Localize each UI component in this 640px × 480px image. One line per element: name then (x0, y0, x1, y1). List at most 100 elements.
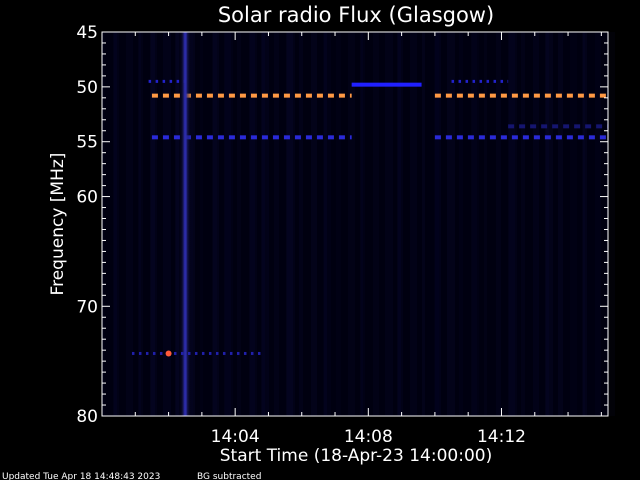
background-texture (102, 32, 615, 416)
band-segment (159, 351, 163, 355)
band-segment (563, 124, 570, 129)
band-segment (599, 135, 606, 140)
band-segment (155, 79, 159, 83)
band-segment (294, 93, 301, 98)
noise-column (286, 32, 293, 416)
band-segment (228, 93, 235, 98)
noise-column (150, 32, 155, 416)
band-segment (294, 135, 301, 140)
noise-column (360, 32, 363, 416)
noise-column (533, 32, 539, 416)
band-segment (434, 93, 441, 98)
band-segment (500, 135, 507, 140)
band-segment (478, 93, 485, 98)
band-segment (173, 135, 180, 140)
band-segment (195, 135, 202, 140)
band-segment (169, 79, 173, 83)
y-tick-label: 80 (76, 407, 98, 427)
band-segment (465, 79, 469, 83)
dashed-band-feature (508, 124, 608, 129)
band-segment (500, 93, 507, 98)
band-segment (195, 93, 202, 98)
band-segment (208, 351, 212, 355)
band-segment (305, 135, 312, 140)
noise-column (397, 32, 401, 416)
band-segment (544, 93, 551, 98)
chart-title: Solar radio Flux (Glasgow) (218, 3, 494, 27)
noise-column (385, 32, 393, 416)
noise-column (496, 32, 501, 416)
x-tick-label: 14:08 (344, 427, 393, 447)
noise-column (595, 32, 601, 416)
band-segment (250, 351, 254, 355)
band-segment (180, 351, 184, 355)
band-segment (599, 93, 606, 98)
band-segment (493, 79, 497, 83)
noise-column (200, 32, 203, 416)
noise-column (139, 32, 143, 416)
band-segment (272, 135, 279, 140)
band-segment (217, 135, 224, 140)
noise-column (126, 32, 133, 416)
noise-column (114, 32, 119, 416)
noise-column (102, 32, 105, 416)
band-segment (511, 135, 518, 140)
noise-column (261, 32, 269, 416)
band-segment (555, 93, 562, 98)
noise-column (262, 32, 265, 416)
band-segment (215, 351, 219, 355)
band-segment (201, 351, 205, 355)
noise-column (138, 32, 141, 416)
y-tick-label: 50 (76, 78, 98, 98)
footer-updated: Updated Tue Apr 18 14:48:43 2023 (2, 472, 160, 480)
noise-column (508, 32, 515, 416)
band-segment (152, 351, 156, 355)
noise-column (225, 32, 233, 416)
band-segment (217, 93, 224, 98)
noise-column (188, 32, 195, 416)
band-segment (250, 93, 257, 98)
noise-column (570, 32, 577, 416)
noise-column (348, 32, 355, 416)
noise-column (336, 32, 341, 416)
band-segment (151, 135, 158, 140)
noise-column (249, 32, 255, 416)
band-segment (145, 351, 149, 355)
noise-column (410, 32, 417, 416)
band-segment (283, 135, 290, 140)
band-segment (351, 82, 422, 87)
band-segment (574, 124, 581, 129)
band-segment (467, 135, 474, 140)
noise-column (213, 32, 219, 416)
band-segment (283, 93, 290, 98)
noise-column (324, 32, 327, 416)
y-axis-label: Frequency [MHz] (48, 153, 68, 296)
band-segment (327, 135, 334, 140)
band-segment (552, 124, 559, 129)
noise-column (250, 32, 257, 416)
noise-column (558, 32, 563, 416)
y-tick-label: 70 (76, 297, 98, 317)
band-segment (257, 351, 261, 355)
band-segment (316, 93, 323, 98)
band-segment (434, 135, 441, 140)
band-segment (236, 351, 240, 355)
band-segment (596, 124, 603, 129)
noise-column (224, 32, 231, 416)
vertical-streak-feature (179, 32, 192, 416)
noise-column (163, 32, 171, 416)
band-segment (206, 135, 213, 140)
band-segment (456, 93, 463, 98)
dashed-band-feature (434, 135, 606, 140)
x-tick-label: 14:12 (477, 427, 526, 447)
noise-column (546, 32, 549, 416)
noise-column (323, 32, 331, 416)
noise-column (311, 32, 317, 416)
band-segment (577, 93, 584, 98)
hot-spot-mark (165, 350, 172, 357)
band-segment (508, 124, 515, 129)
band-segment (585, 124, 592, 129)
band-segment (173, 351, 177, 355)
band-segment (522, 93, 529, 98)
